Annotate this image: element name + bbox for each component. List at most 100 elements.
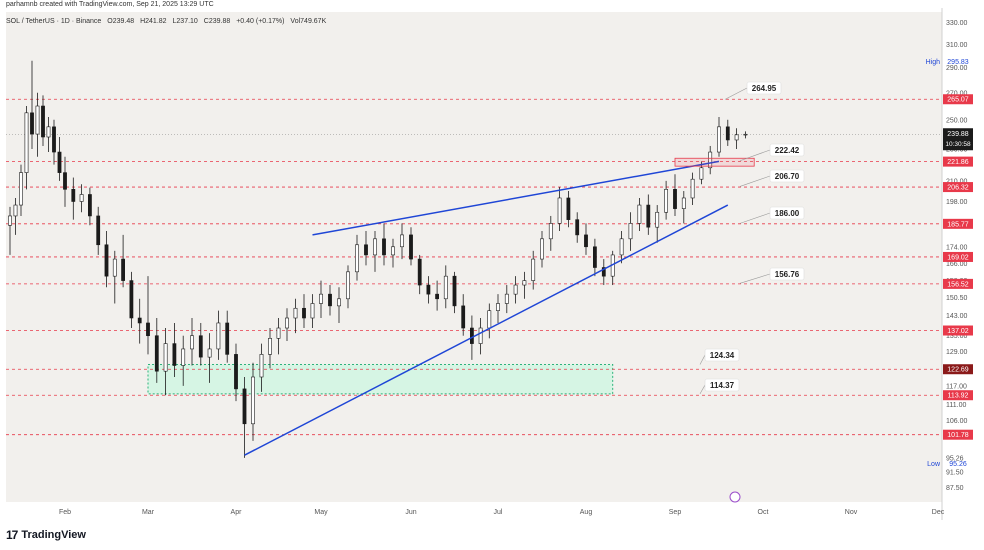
candle-body[interactable] xyxy=(655,211,660,228)
candle-body[interactable] xyxy=(146,322,150,337)
candle-body[interactable] xyxy=(646,204,651,228)
candle-body[interactable] xyxy=(513,284,518,295)
tradingview-logo[interactable]: 17 TradingView xyxy=(6,527,86,543)
candle-body[interactable] xyxy=(251,376,255,425)
candle-body[interactable] xyxy=(504,293,509,304)
candle-body[interactable] xyxy=(400,234,404,248)
candle-body[interactable] xyxy=(566,197,571,220)
candle-body[interactable] xyxy=(181,348,186,366)
candle-body[interactable] xyxy=(41,105,45,138)
candle-body[interactable] xyxy=(129,280,134,319)
candle-body[interactable] xyxy=(496,303,500,311)
candle-body[interactable] xyxy=(88,194,92,217)
candle-body[interactable] xyxy=(198,335,203,358)
candle-body[interactable] xyxy=(302,307,306,319)
candle-body[interactable] xyxy=(548,223,553,240)
candle-body[interactable] xyxy=(673,189,677,209)
callout-box[interactable] xyxy=(769,143,805,157)
candle-body[interactable] xyxy=(319,293,323,304)
candle-body[interactable] xyxy=(242,388,247,425)
candle-body[interactable] xyxy=(268,338,272,355)
callout-box[interactable] xyxy=(769,267,805,281)
callout-box[interactable] xyxy=(769,206,805,220)
candle-body[interactable] xyxy=(8,215,12,226)
candle-body[interactable] xyxy=(328,293,332,307)
candle-body[interactable] xyxy=(112,258,117,277)
candle-body[interactable] xyxy=(190,335,194,350)
candle-body[interactable] xyxy=(557,197,562,224)
candle-body[interactable] xyxy=(637,204,642,224)
candle-body[interactable] xyxy=(531,258,536,281)
candle-body[interactable] xyxy=(63,172,67,190)
candle-body[interactable] xyxy=(364,244,368,256)
candle-body[interactable] xyxy=(79,194,84,202)
callout-box[interactable] xyxy=(769,169,805,183)
candle-body[interactable] xyxy=(690,178,695,199)
candle-body[interactable] xyxy=(259,354,264,378)
candle-body[interactable] xyxy=(207,348,212,358)
candle-body[interactable] xyxy=(487,310,492,329)
callout-box[interactable] xyxy=(704,378,740,392)
candle-body[interactable] xyxy=(355,244,359,273)
candle-body[interactable] xyxy=(391,246,395,256)
candle-body[interactable] xyxy=(435,293,440,300)
candle-body[interactable] xyxy=(310,303,315,319)
candle-body[interactable] xyxy=(592,246,597,268)
candle-body[interactable] xyxy=(57,151,62,173)
candle-body[interactable] xyxy=(717,126,721,153)
candle-body[interactable] xyxy=(584,234,588,248)
candle-body[interactable] xyxy=(575,219,580,236)
candle-body[interactable] xyxy=(540,238,544,260)
candle-body[interactable] xyxy=(346,271,350,300)
candle-body[interactable] xyxy=(163,343,168,372)
candle-body[interactable] xyxy=(443,275,448,300)
candle-body[interactable] xyxy=(234,354,238,390)
candle-body[interactable] xyxy=(743,133,748,136)
candle-body[interactable] xyxy=(619,238,624,256)
resistance-box[interactable] xyxy=(674,157,755,167)
candle-body[interactable] xyxy=(121,258,126,281)
candle-body[interactable] xyxy=(276,327,281,339)
candle-body[interactable] xyxy=(104,244,109,277)
candle-body[interactable] xyxy=(452,275,457,307)
candle-body[interactable] xyxy=(664,189,669,213)
candle-body[interactable] xyxy=(35,105,40,135)
candle-body[interactable] xyxy=(285,317,289,329)
candle-body[interactable] xyxy=(628,223,633,240)
candle-body[interactable] xyxy=(46,126,51,138)
candle-body[interactable] xyxy=(96,215,101,246)
candle-body[interactable] xyxy=(137,317,142,324)
candle-body[interactable] xyxy=(19,172,23,206)
candle-body[interactable] xyxy=(216,322,221,350)
upper-trendline[interactable] xyxy=(312,160,720,236)
candle-body[interactable] xyxy=(337,298,341,307)
candle-body[interactable] xyxy=(225,322,230,355)
candle-body[interactable] xyxy=(469,327,474,344)
candle-body[interactable] xyxy=(71,189,76,202)
candle-body[interactable] xyxy=(522,280,527,286)
candle-body[interactable] xyxy=(725,126,730,141)
candle-body[interactable] xyxy=(461,305,466,329)
candle-body[interactable] xyxy=(52,126,56,153)
candle-body[interactable] xyxy=(417,258,422,286)
candle-body[interactable] xyxy=(409,234,413,260)
candle-body[interactable] xyxy=(601,267,606,277)
event-icon[interactable] xyxy=(729,491,741,503)
candle-body[interactable] xyxy=(172,343,177,366)
callout-box[interactable] xyxy=(704,348,740,362)
candle-body[interactable] xyxy=(681,197,686,209)
callout-box[interactable] xyxy=(746,81,782,95)
candle-body[interactable] xyxy=(373,238,377,256)
symbol-label[interactable]: SOL / TetherUS · 1D · Binance xyxy=(6,18,102,25)
candle-body[interactable] xyxy=(154,335,159,372)
candle-body[interactable] xyxy=(478,327,483,344)
candle-body[interactable] xyxy=(382,238,386,256)
candle-body[interactable] xyxy=(30,112,34,135)
candle-body[interactable] xyxy=(708,151,713,169)
candle-body[interactable] xyxy=(734,134,739,141)
candle-body[interactable] xyxy=(13,204,18,217)
candle-body[interactable] xyxy=(24,112,29,173)
candle-body[interactable] xyxy=(293,307,298,319)
lower-trendline[interactable] xyxy=(244,204,729,456)
